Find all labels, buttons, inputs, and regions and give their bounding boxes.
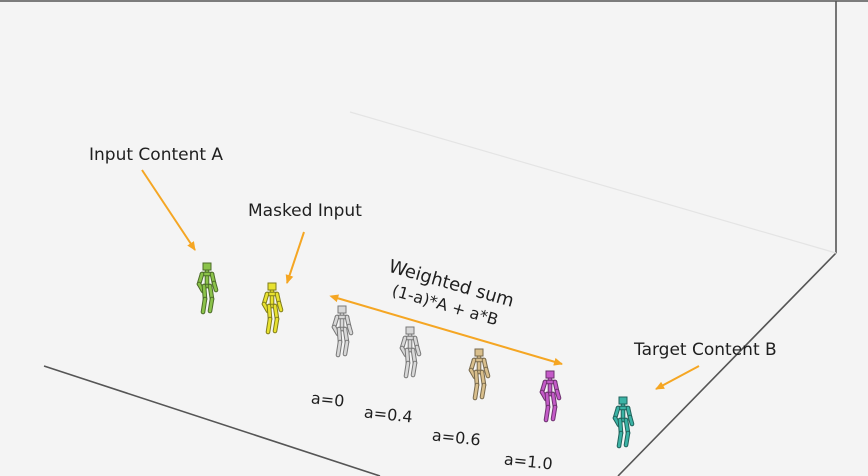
figure-blend-a0 — [334, 306, 351, 355]
room-floor-right-edge — [618, 253, 836, 476]
arrow-masked-input — [287, 232, 304, 283]
label-target-content-b: Target Content B — [634, 340, 777, 360]
label-input-content-a: Input Content A — [89, 145, 223, 165]
room-floor-left-edge — [44, 366, 380, 476]
figure-head — [203, 263, 211, 270]
figure-head — [268, 283, 276, 290]
figure-head — [406, 327, 414, 334]
figure-blend-a06 — [471, 349, 488, 398]
figure-input-a — [199, 263, 216, 312]
label-masked-input: Masked Input — [248, 201, 362, 221]
arrow-input-a — [142, 170, 195, 250]
figure-target-b — [615, 397, 632, 446]
figure-head — [338, 306, 346, 313]
figure-head — [546, 371, 554, 378]
arrow-target-b — [656, 366, 699, 389]
figure-head — [619, 397, 627, 404]
figure-blend-a04 — [402, 327, 419, 376]
figure-masked-input — [264, 283, 281, 332]
figure-blend-a10 — [542, 371, 559, 420]
label-alpha-0: a=0 — [310, 388, 345, 410]
room-back-floor-edge — [350, 112, 836, 253]
figure-head — [475, 349, 483, 356]
